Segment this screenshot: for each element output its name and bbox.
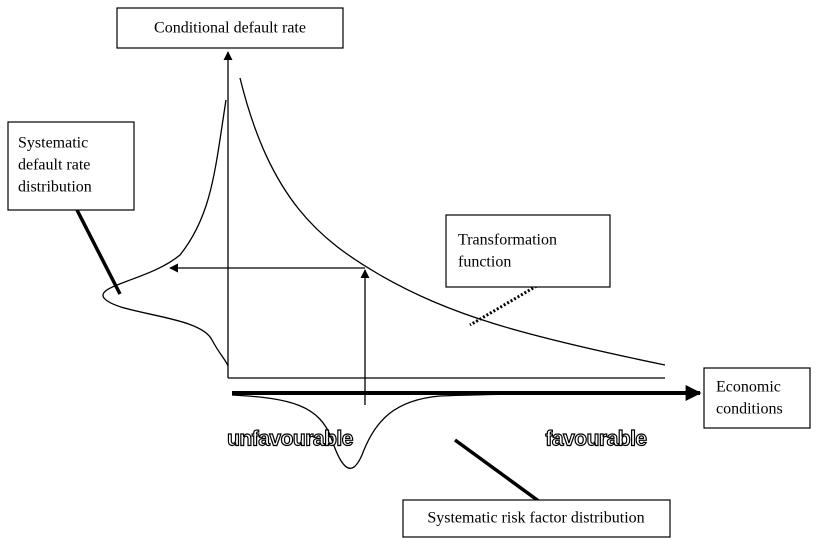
default-rate-distribution — [102, 99, 229, 367]
box-text: default rate — [18, 157, 90, 174]
label-box — [445, 214, 611, 288]
y-axis-label: Conditional default rate — [154, 20, 306, 37]
favourable-label: favourable — [545, 428, 646, 451]
label-box — [116, 7, 344, 49]
label-box — [703, 367, 811, 429]
leader — [75, 209, 122, 295]
box-text: Systematic risk factor distribution — [427, 510, 644, 527]
box-text: Transformation — [458, 232, 557, 249]
unfavourable-label: unfavourable — [227, 428, 353, 451]
box-text: function — [458, 254, 511, 271]
label-box — [402, 499, 671, 538]
box-text: conditions — [716, 401, 783, 418]
box-text: distribution — [18, 179, 92, 196]
box-text: Economic — [716, 379, 781, 396]
leader-dotted — [469, 282, 541, 327]
risk-factor-distribution — [231, 393, 666, 469]
label-box — [7, 121, 135, 211]
leader — [453, 438, 542, 504]
box-text: Systematic — [18, 135, 88, 152]
transformation-curve — [239, 77, 666, 366]
